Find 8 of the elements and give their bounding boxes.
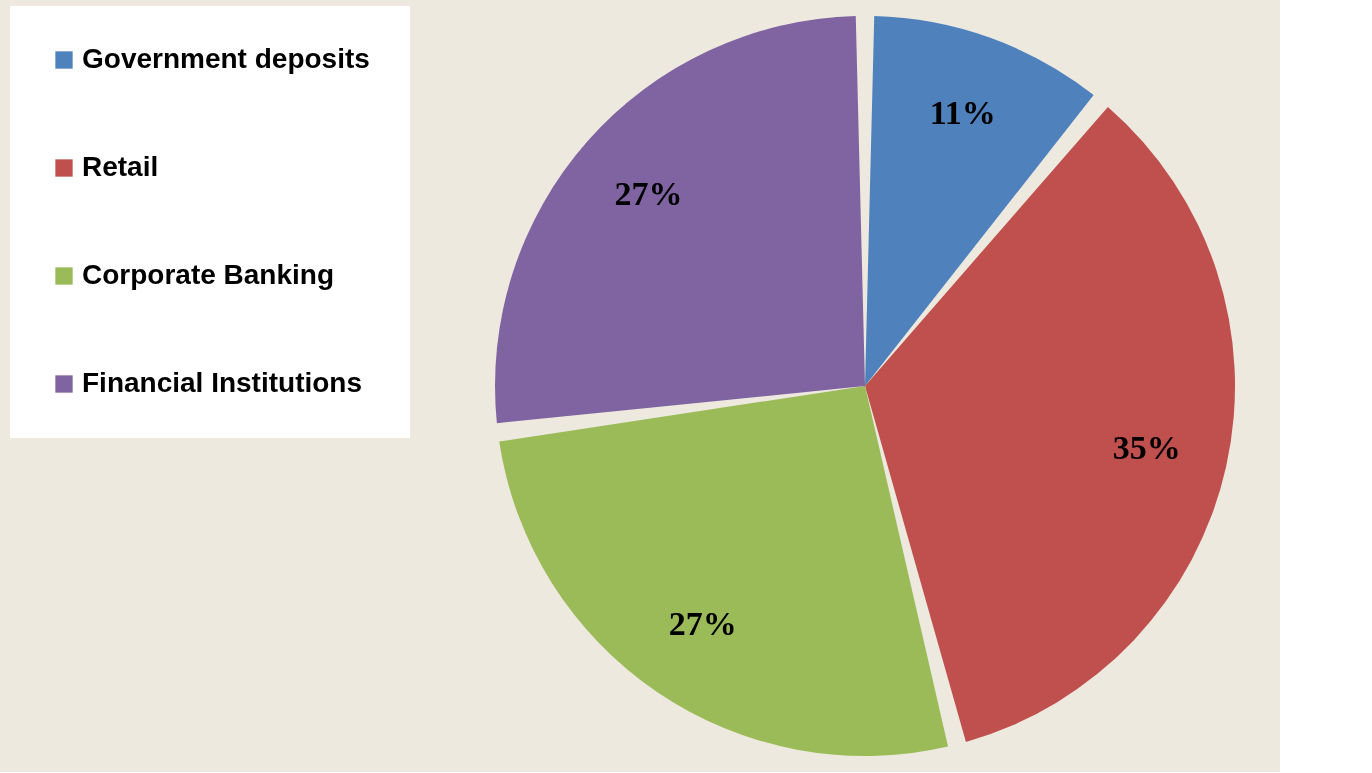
data-label: 27% [668, 604, 737, 642]
legend-label: Financial Institutions [82, 367, 363, 398]
legend-label: Corporate Banking [82, 259, 335, 290]
legend-label: Retail [82, 151, 159, 182]
data-label: 27% [614, 175, 683, 213]
data-label: 11% [929, 94, 996, 132]
data-label: 35% [1112, 428, 1181, 466]
legend-label: Government deposits [82, 43, 370, 74]
